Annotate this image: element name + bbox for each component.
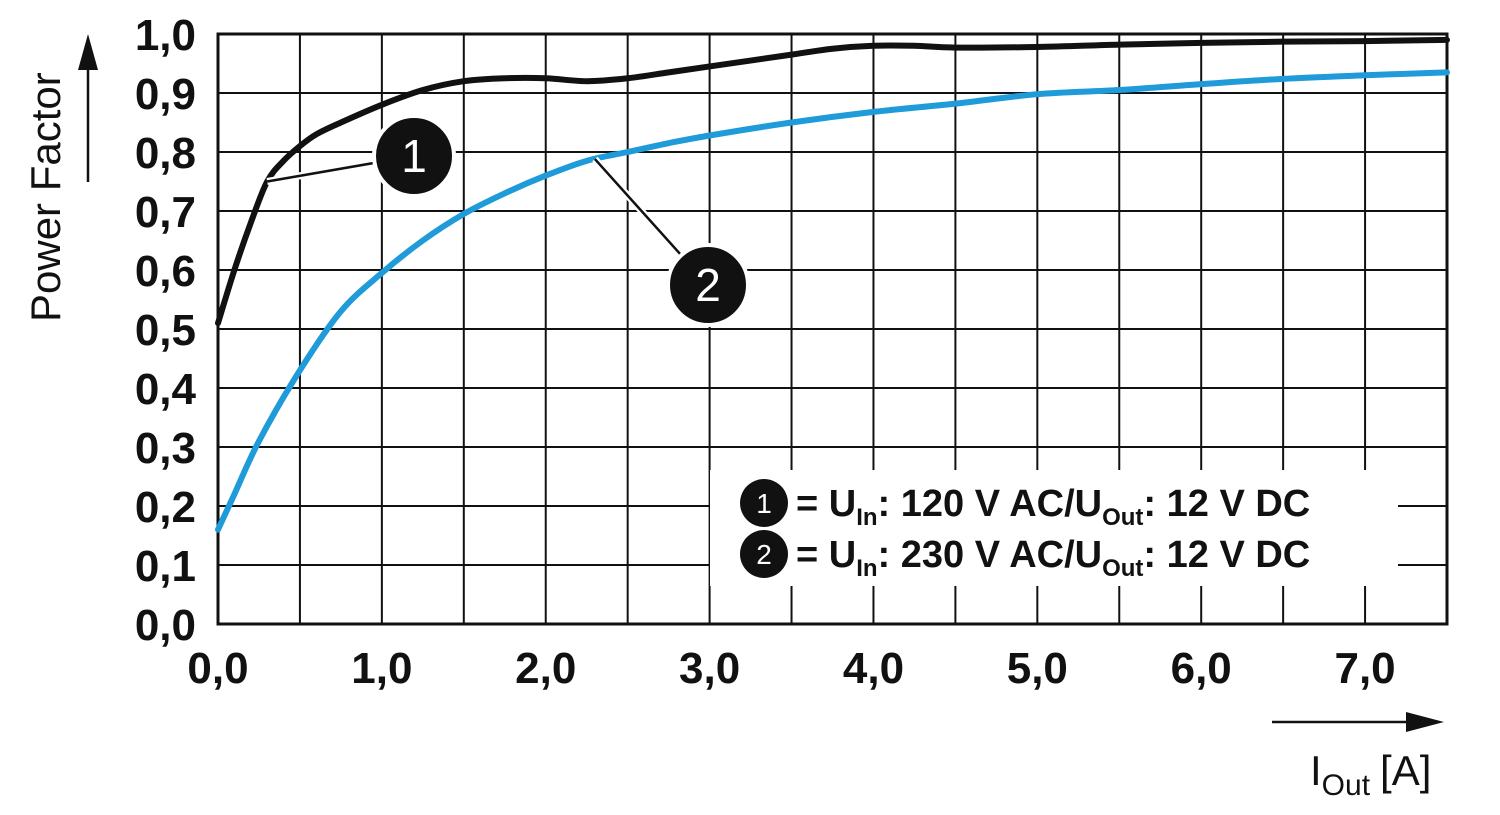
x-axis-title-sub: Out (1322, 769, 1371, 802)
annotation-badge (372, 114, 456, 198)
legend-marker-label: 2 (756, 539, 772, 570)
x-tick-label: 1,0 (351, 644, 412, 693)
legend-subscript: Out (1102, 504, 1143, 531)
legend-marker (740, 530, 788, 578)
legend-text-part: : 120 V AC/U (878, 483, 1103, 525)
legend: 1 = UIn: 120 V AC/UOut: 12 V DC2 = UIn: 23… (710, 470, 1398, 586)
legend-entry-1: 1 = UIn: 120 V AC/UOut: 12 V DC (740, 479, 1310, 531)
annotation-badge-label: 1 (401, 130, 427, 182)
x-tick-label: 4,0 (843, 644, 904, 693)
legend-marker (740, 479, 788, 527)
x-tick-label: 5,0 (1007, 644, 1068, 693)
x-axis-title-unit: [A] (1380, 747, 1431, 794)
legend-subscript: In (856, 555, 877, 582)
y-tick-label: 0,8 (135, 129, 196, 178)
legend-subscript: Out (1102, 555, 1143, 582)
x-axis-title-group: IOut [A] (1272, 712, 1444, 802)
series-line-1 (215, 36, 1450, 327)
legend-subscript: In (856, 504, 877, 531)
x-tick-label: 7,0 (1334, 644, 1395, 693)
y-tick-label: 0,0 (135, 601, 196, 650)
y-tick-label: 0,9 (135, 70, 196, 119)
annotation-layer: 12 (266, 114, 750, 327)
series-line-2 (215, 69, 1450, 533)
y-tick-label: 0,2 (135, 483, 196, 532)
legend-text-part: : 12 V DC (1143, 483, 1310, 525)
legend-entry-2: 2 = UIn: 230 V AC/UOut: 12 V DC (740, 530, 1310, 582)
y-tick-label: 1,0 (135, 11, 196, 60)
legend-text-part: : 12 V DC (1143, 534, 1310, 576)
y-tick-label: 0,7 (135, 188, 196, 237)
annotation-badge (666, 243, 750, 327)
plot-frame (216, 32, 1449, 626)
series-layer (215, 36, 1450, 533)
annotation-1: 1 (266, 114, 456, 198)
y-axis-arrow-head (78, 34, 98, 70)
x-axis-title-main: I (1310, 747, 1322, 794)
y-tick-labels: 0,0 0,1 0,2 0,3 0,4 0,5 0,6 0,7 0,8 0,9 1,0 (135, 11, 197, 650)
y-tick-label: 0,6 (135, 247, 196, 296)
x-tick-label: 3,0 (679, 644, 740, 693)
legend-label: = UIn: 230 V AC/UOut: 12 V DC (796, 534, 1310, 582)
annotation-badge-label: 2 (695, 259, 721, 311)
x-tick-label: 6,0 (1171, 644, 1232, 693)
legend-text-part: = U (796, 534, 856, 576)
x-tick-labels: 0,0 1,0 2,0 3,0 4,0 5,0 6,0 7,0 (187, 644, 1395, 693)
y-tick-label: 0,5 (135, 306, 196, 355)
legend-text-part: = U (796, 483, 856, 525)
x-tick-label: 2,0 (515, 644, 576, 693)
annotation-2: 2 (592, 156, 750, 327)
x-tick-label: 0,0 (187, 644, 248, 693)
y-axis-title: Power Factor (22, 72, 69, 322)
legend-text-part: : 230 V AC/U (878, 534, 1103, 576)
legend-box (710, 470, 1398, 586)
y-tick-label: 0,1 (135, 542, 196, 591)
y-tick-label: 0,3 (135, 424, 196, 473)
legend-marker-label: 1 (756, 488, 772, 519)
y-axis-title-group: Power Factor (22, 34, 98, 322)
y-tick-label: 0,4 (135, 365, 197, 414)
legend-label: = UIn: 120 V AC/UOut: 12 V DC (796, 483, 1310, 531)
x-axis-arrow-head (1406, 712, 1444, 732)
x-axis-title: IOut [A] (1310, 747, 1431, 802)
